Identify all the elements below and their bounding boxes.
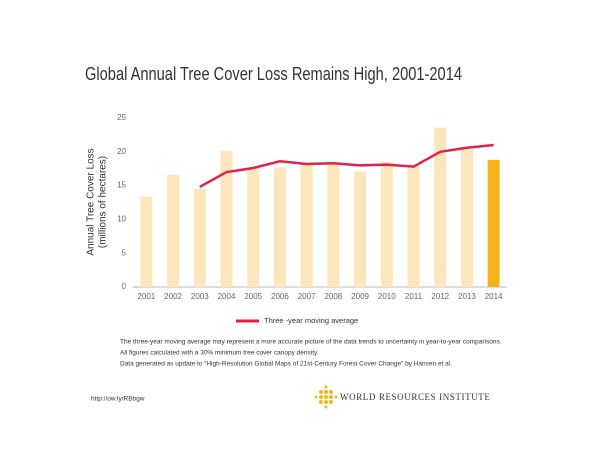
bar [220, 151, 233, 287]
y-tick-label: 10 [117, 215, 126, 224]
bar [167, 174, 180, 287]
y-axis-label: (millions of hectares) [98, 156, 109, 248]
x-tick-label: 2008 [324, 292, 342, 301]
y-tick-label: 20 [117, 147, 126, 156]
note: Data generated as update to “High-Resolu… [120, 361, 452, 368]
bar [434, 127, 447, 288]
y-axis-label: Annual Tree Cover Loss [86, 148, 97, 255]
x-tick-label: 2001 [137, 292, 155, 301]
x-tick-label: 2006 [271, 292, 289, 301]
note: All figures calculated with a 30% minimu… [120, 350, 319, 357]
x-tick-label: 2004 [218, 292, 236, 301]
bar [407, 165, 420, 287]
bar [380, 161, 393, 287]
x-tick-label: 2003 [191, 292, 209, 301]
bar [487, 159, 500, 287]
chart-title: Global Annual Tree Cover Loss Remains Hi… [85, 64, 462, 84]
x-tick-label: 2011 [405, 292, 423, 301]
y-tick-label: 15 [117, 181, 126, 190]
bar [273, 167, 286, 287]
x-tick-label: 2005 [244, 292, 262, 301]
bar [327, 163, 340, 287]
x-tick-label: 2010 [378, 292, 396, 301]
bar [193, 188, 206, 287]
logo-text: WORLD RESOURCES INSTITUTE [340, 392, 491, 402]
bar [460, 149, 473, 287]
x-tick-label: 2012 [431, 292, 449, 301]
y-tick-label: 25 [117, 113, 126, 122]
bar [247, 168, 260, 287]
source-url: http://ow.ly/RBbgw [91, 396, 145, 403]
logo-icon [314, 385, 338, 409]
y-tick-label: 0 [122, 282, 127, 291]
x-tick-label: 2009 [351, 292, 369, 301]
y-tick-label: 5 [122, 248, 127, 257]
line [199, 143, 494, 189]
bar [300, 163, 313, 287]
x-tick-label: 2002 [164, 292, 182, 301]
bar [140, 196, 153, 287]
legend-label: Three -year moving average [264, 316, 358, 325]
x-tick-label: 2007 [298, 292, 316, 301]
bar [354, 171, 367, 287]
x-tick-label: 2014 [485, 292, 503, 301]
x-tick-label: 2013 [458, 292, 476, 301]
note: The three-year moving average may repres… [120, 339, 502, 346]
